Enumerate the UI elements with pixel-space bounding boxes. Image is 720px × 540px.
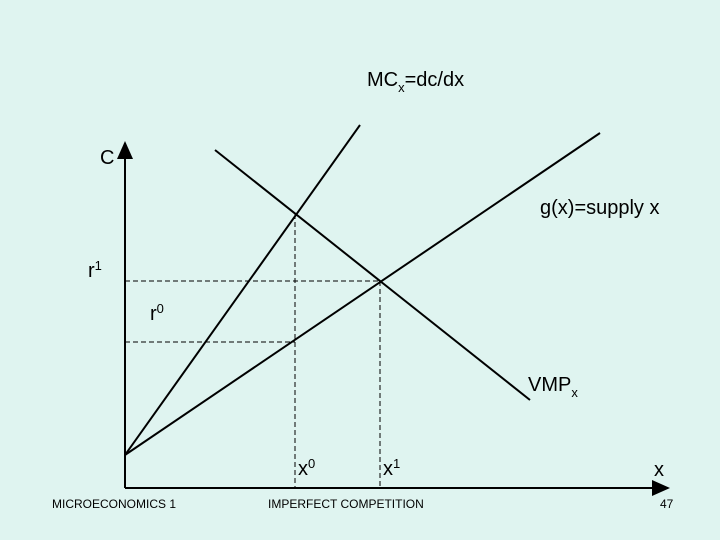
- mc-line: [124, 124, 361, 456]
- supply-line: [124, 132, 601, 456]
- c-axis-label: C: [100, 147, 114, 169]
- x1-label: x1: [383, 456, 400, 480]
- vmp-base: VMP: [528, 374, 571, 396]
- x0-sup: 0: [308, 456, 315, 471]
- vmp-sub: x: [571, 385, 578, 400]
- r0-sup: 0: [157, 301, 164, 316]
- r0-label: r0: [150, 301, 164, 325]
- x0-label: x0: [298, 456, 315, 480]
- r1-base: r: [88, 260, 95, 282]
- r1-sup: 1: [95, 258, 102, 273]
- vmp-label: VMPx: [528, 374, 578, 400]
- x0-base: x: [298, 458, 308, 480]
- mc-sub: x: [398, 80, 405, 95]
- mc-rest: =dc/dx: [405, 69, 464, 91]
- supply-label: g(x)=supply x: [540, 197, 660, 219]
- r1-label: r1: [88, 258, 102, 282]
- mc-label: MCx=dc/dx: [367, 69, 464, 95]
- footer-left: MICROECONOMICS 1: [52, 497, 176, 511]
- x1-base: x: [383, 458, 393, 480]
- x1-sup: 1: [393, 456, 400, 471]
- mc-base: MC: [367, 69, 398, 91]
- page-number: 47: [660, 497, 674, 511]
- vmp-line: [214, 149, 531, 401]
- footer-center: IMPERFECT COMPETITION: [268, 497, 424, 511]
- x-axis-label: x: [654, 459, 664, 481]
- r0-base: r: [150, 303, 157, 325]
